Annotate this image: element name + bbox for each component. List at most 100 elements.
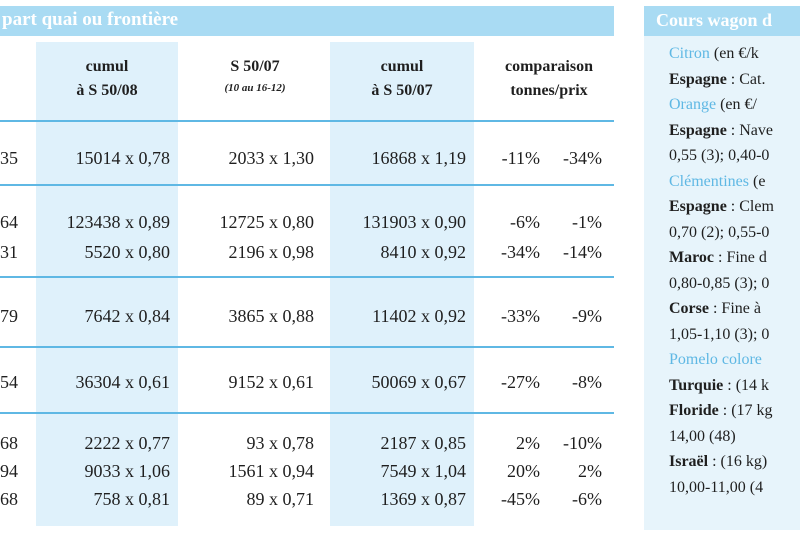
cell-first: 35 — [0, 148, 18, 168]
panel-origin: Espagne — [669, 121, 727, 139]
panel-line: 0,55 (3); 0,40-0 — [669, 147, 770, 164]
cell-cumul-0750: 50069 x 0,67 — [371, 372, 467, 392]
panel-line: Citron (en €/k — [669, 44, 759, 64]
panel-origin: Maroc — [669, 249, 715, 266]
header-line: cumul — [380, 58, 424, 75]
cell-comparaison-prix: -34% — [563, 148, 602, 168]
panel-line: Orange (en €/ — [669, 95, 757, 115]
cell-cumul-0850: 758 x 0,81 — [93, 489, 171, 509]
cell-comparaison-prix: 2% — [578, 461, 602, 481]
cell-cumul-0850: 15014 x 0,78 — [75, 148, 171, 168]
panel-detail: : (14 k — [723, 376, 770, 394]
cell-comparaison-prix: -10% — [563, 433, 602, 453]
cell-cumul-0850: 9033 x 1,06 — [84, 461, 171, 481]
panel-line: 1,05-1,10 (3); 0 — [669, 325, 770, 343]
cell-comparaison-prix: -9% — [572, 306, 602, 326]
cell-comparaison-tonnes: -33% — [501, 306, 540, 326]
panel-detail: : Nave — [726, 121, 773, 139]
cell-comparaison-tonnes: -11% — [501, 148, 540, 168]
panel-line: Espagne : Nave — [669, 121, 773, 141]
panel-title-band: Cours wagon d — [644, 6, 800, 36]
panel-detail: : (17 kg — [718, 402, 773, 419]
divider — [0, 412, 614, 414]
panel-origin: Corse — [669, 300, 709, 317]
cell-comparaison-tonnes: -27% — [501, 372, 540, 392]
cell-comparaison-prix: -8% — [572, 372, 602, 392]
panel-origin: Espagne — [669, 198, 727, 215]
cell-first: 79 — [0, 306, 18, 326]
header-cumul-0850: cumul à S 50/08 — [36, 55, 178, 103]
panel-line: 0,70 (2); 0,55-0 — [669, 223, 770, 241]
header-s5007: S 50/07 (10 au 16-12) — [190, 55, 320, 97]
panel-detail: : Cat. — [726, 70, 766, 88]
cell-cumul-0750: 2187 x 0,85 — [380, 433, 467, 453]
panel-line: 10,00-11,00 (4 — [669, 478, 764, 496]
header-line: à S 50/08 — [76, 82, 138, 99]
header-comparaison: comparaison tonnes/prix — [486, 55, 612, 103]
panel-line: 14,00 (48) — [669, 427, 736, 445]
panel-detail: : (16 kg) — [708, 453, 768, 470]
panel-line: Corse : Fine à — [669, 299, 761, 319]
cell-cumul-0850: 7642 x 0,84 — [84, 306, 171, 326]
panel-category: Clémentines — [669, 172, 749, 190]
panel-line: Israël : (16 kg) — [669, 452, 767, 472]
cell-cumul-0750: 131903 x 0,90 — [362, 212, 467, 232]
cell-s5007: 93 x 0,78 — [246, 433, 315, 453]
cell-cumul-0850: 2222 x 0,77 — [84, 433, 171, 453]
column-shade-cumul-0750 — [330, 42, 474, 526]
cell-s5007: 3865 x 0,88 — [228, 306, 315, 326]
panel-line: Espagne : Cat. — [669, 70, 765, 90]
cell-cumul-0850: 5520 x 0,80 — [84, 242, 171, 262]
panel-unit: (en €/k — [709, 45, 759, 62]
cell-cumul-0750: 1369 x 0,87 — [380, 489, 467, 509]
header-cumul-0750: cumul à S 50/07 — [330, 55, 474, 103]
panel-unit: (en €/ — [716, 96, 757, 113]
divider — [0, 120, 614, 122]
panel-line: Espagne : Clem — [669, 197, 774, 217]
cell-cumul-0850: 36304 x 0,61 — [75, 372, 171, 392]
panel-origin: Israël — [669, 453, 709, 470]
cell-cumul-0750: 7549 x 1,04 — [380, 461, 467, 481]
cell-s5007: 9152 x 0,61 — [228, 372, 315, 392]
divider — [0, 346, 614, 348]
header-line: à S 50/07 — [371, 82, 433, 99]
divider — [0, 184, 614, 186]
cell-comparaison-prix: -6% — [572, 489, 602, 509]
cell-first: 68 — [0, 489, 18, 509]
header-line: tonnes/prix — [510, 82, 588, 99]
header-date-range: (10 au 16-12) — [224, 82, 286, 94]
cell-first: 94 — [0, 461, 18, 481]
cell-comparaison-tonnes: -45% — [501, 489, 540, 509]
cell-s5007: 2196 x 0,98 — [228, 242, 315, 262]
panel-line: Maroc : Fine d — [669, 248, 767, 268]
cell-cumul-0750: 16868 x 1,19 — [371, 148, 467, 168]
cell-comparaison-tonnes: -34% — [501, 242, 540, 262]
cell-cumul-0750: 8410 x 0,92 — [380, 242, 467, 262]
header-line: cumul — [85, 58, 129, 75]
panel-line: Clémentines (e — [669, 172, 765, 192]
cell-first: 54 — [0, 372, 18, 392]
divider — [0, 276, 614, 278]
cell-comparaison-tonnes: -6% — [510, 212, 540, 232]
cell-s5007: 89 x 0,71 — [246, 489, 315, 509]
header-line: S 50/07 — [230, 58, 280, 75]
panel-detail: : Clem — [726, 198, 774, 215]
cell-first: 31 — [0, 242, 18, 262]
cell-cumul-0850: 123438 x 0,89 — [66, 212, 171, 232]
panel-origin: Floride — [669, 402, 719, 419]
panel-category: Orange — [669, 96, 717, 113]
cell-s5007: 1561 x 0,94 — [228, 461, 315, 481]
cell-first: 64 — [0, 212, 18, 232]
panel-line: Pomelo colore — [669, 350, 762, 370]
table-title-band: part quai ou frontière — [0, 6, 614, 36]
panel-detail: : Fine à — [708, 300, 761, 317]
panel-line: Turquie : (14 k — [669, 376, 769, 396]
cell-comparaison-prix: -1% — [572, 212, 602, 232]
table-title: part quai ou frontière — [2, 9, 179, 30]
cell-comparaison-prix: -14% — [563, 242, 602, 262]
cell-cumul-0750: 11402 x 0,92 — [372, 306, 466, 326]
panel-line: Floride : (17 kg — [669, 401, 773, 421]
cell-s5007: 12725 x 0,80 — [219, 212, 315, 232]
panel-unit: (e — [748, 172, 766, 190]
panel-line: 0,80-0,85 (3); 0 — [669, 274, 770, 292]
